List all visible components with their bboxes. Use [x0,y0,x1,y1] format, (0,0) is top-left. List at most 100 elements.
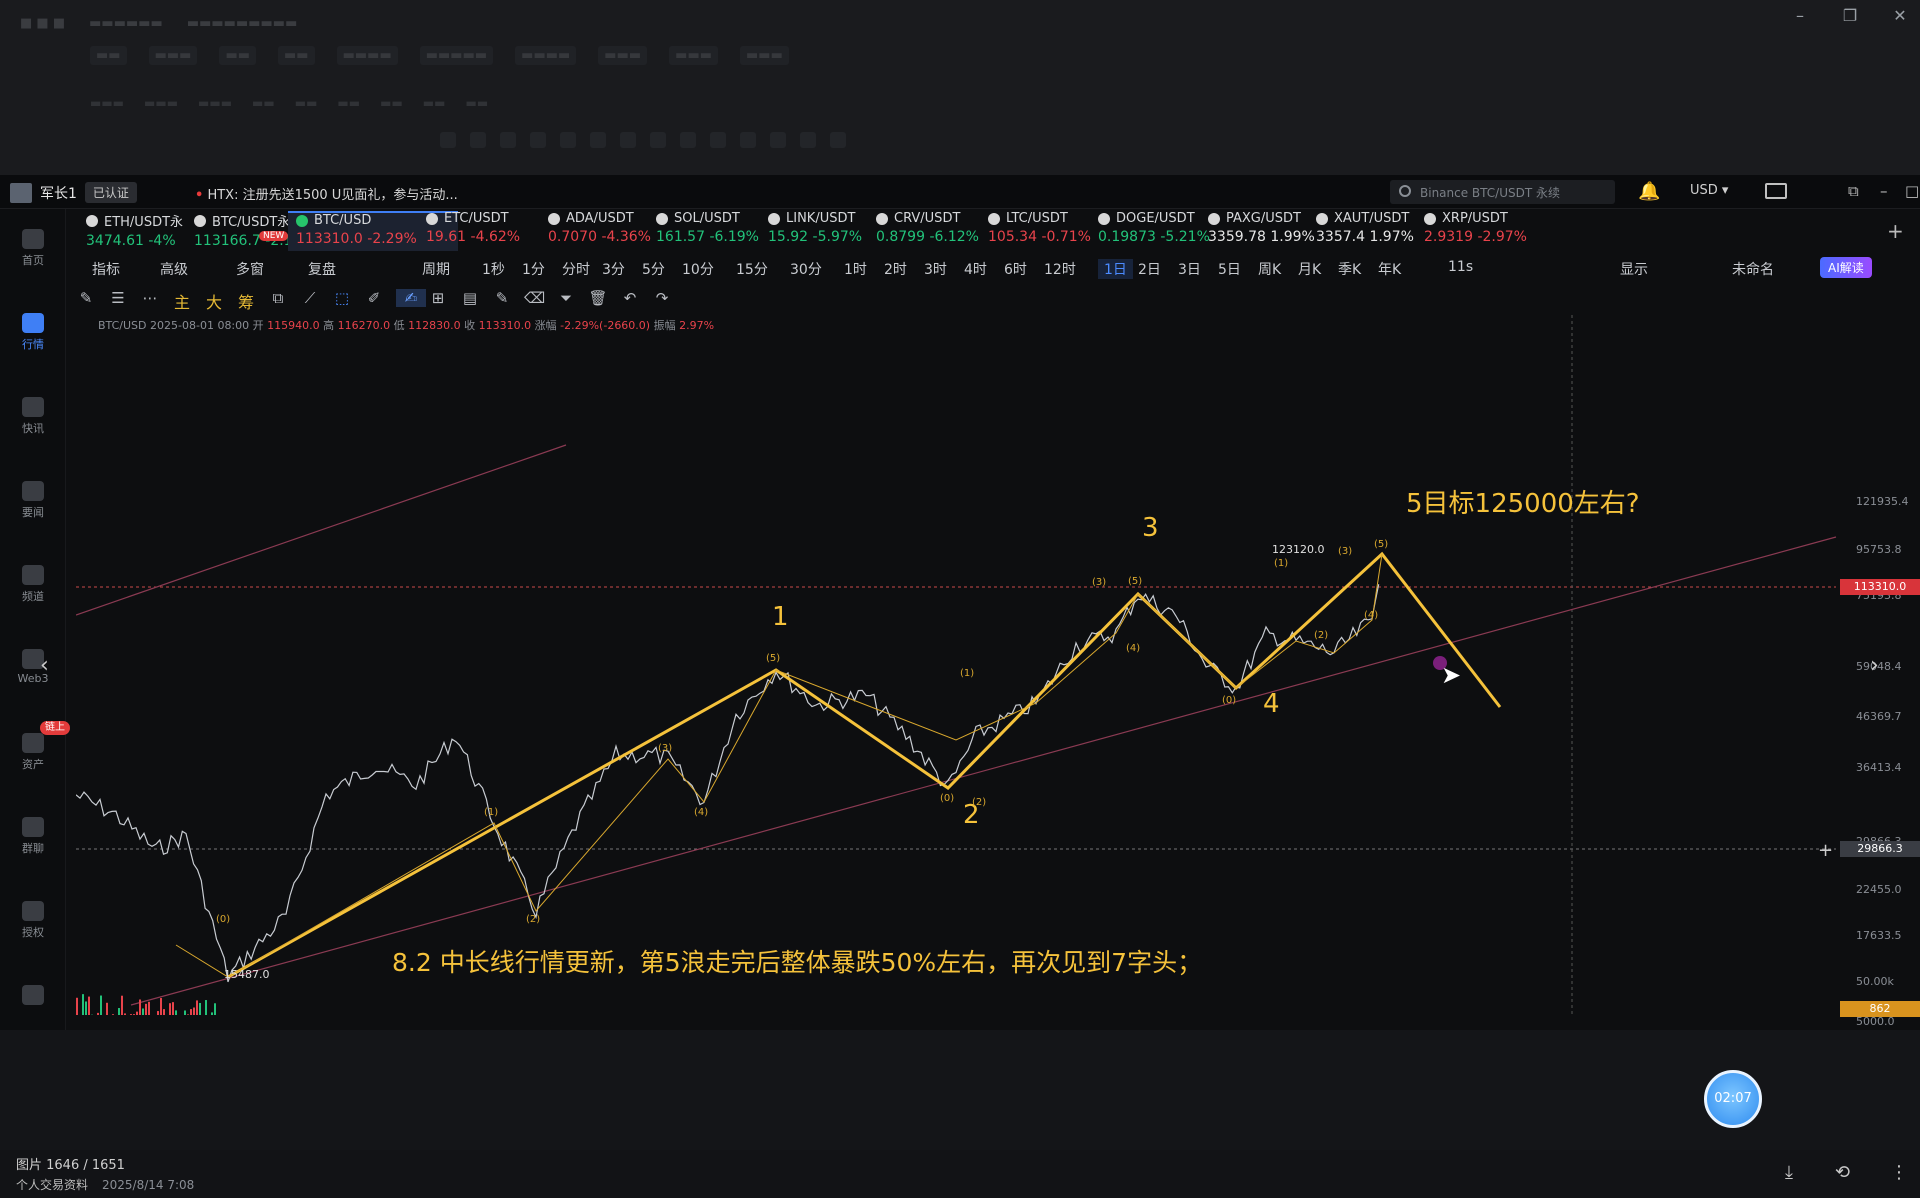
image-meta: 个人交易资料 2025/8/14 7:08 [16,1176,194,1193]
period-2日[interactable]: 2日 [1138,262,1161,278]
undo-icon[interactable]: ↶ [623,289,637,307]
rotate-icon[interactable]: ⟲ [1835,1162,1851,1183]
filter-icon[interactable]: ⏷ [559,289,572,307]
more-icon[interactable]: ⋮ [1890,1162,1908,1183]
period-月K[interactable]: 月K [1298,262,1322,278]
nav-item-apps[interactable] [0,985,66,1008]
maximize-button[interactable]: ❐ [1842,6,1858,25]
brush-icon[interactable]: ✐ [367,289,381,307]
indicator-char-0[interactable]: 主 [173,293,190,312]
pencil-icon[interactable]: ✎ [79,289,93,307]
window-restore-icon[interactable]: □ [1905,182,1920,200]
ticker-ADA/USDT[interactable]: ADA/USDT 0.7070 -4.36% [548,211,651,251]
minimize-button[interactable]: – [1796,6,1804,25]
nav-item-Web3[interactable]: Web3 [0,649,66,685]
ticker-DOGE/USDT[interactable]: DOGE/USDT 0.19873 -5.21% [1098,211,1210,251]
add-alert-icon[interactable]: + [1818,840,1834,861]
period-4时[interactable]: 4时 [964,262,987,278]
nav-item-资产[interactable]: 资产 链上 [0,721,70,772]
ticker-XAUT/USDT[interactable]: XAUT/USDT 3357.4 1.97% [1316,211,1414,251]
period-1日[interactable]: 1日 [1098,259,1133,279]
period-5分[interactable]: 5分 [642,262,665,278]
calendar-icon[interactable]: ▤ [462,289,478,307]
period-5日[interactable]: 5日 [1218,262,1241,278]
toolbar-高级[interactable]: 高级 [160,262,188,278]
chart-canvas[interactable] [76,315,1920,1015]
nav-item-快讯[interactable]: 快讯 [0,397,66,436]
mail-icon[interactable] [1765,183,1787,199]
period-3时[interactable]: 3时 [924,262,947,278]
period-30分[interactable]: 30分 [790,262,822,278]
user-block[interactable]: 军长1 已认证 [10,182,137,203]
redo-icon[interactable]: ↷ [655,289,669,307]
period-周K[interactable]: 周K [1258,262,1282,278]
period-1秒[interactable]: 1秒 [482,262,505,278]
period-15分[interactable]: 15分 [736,262,768,278]
nav-item-群聊[interactable]: 群聊 [0,817,66,856]
ticker-ETC/USDT[interactable]: ETC/USDT 19.61 -4.62% [426,211,520,251]
window-minimize-icon[interactable]: – [1880,182,1888,200]
recording-timer[interactable]: 02:07 [1704,1070,1762,1128]
draw-icon[interactable]: ✍ [396,289,426,307]
menu-icon[interactable]: ☰ [111,289,125,307]
period-10分[interactable]: 10分 [682,262,714,278]
toolbar-周期[interactable]: 周期 [422,262,450,278]
volume-bar [172,1002,174,1015]
ruler-icon[interactable]: ⟋ [304,289,316,307]
trash-icon[interactable]: 🗑 [588,289,608,307]
period-分时[interactable]: 分时 [562,262,590,278]
period-3分[interactable]: 3分 [602,262,625,278]
period-3日[interactable]: 3日 [1178,262,1201,278]
notice-ticker[interactable]: • HTX: 注册先送1500 U见面礼，参与活动... [195,184,458,203]
ticker-BTC/USDT永[interactable]: BTC/USDT永 113166.7 -2.19 NEW [194,211,302,251]
nav-item-行情[interactable]: 行情 [0,313,66,352]
period-年K[interactable]: 年K [1378,262,1402,278]
nav-item-要闻[interactable]: 要闻 [0,481,66,520]
toolbar-right-2[interactable]: 未命名 [1732,262,1774,278]
ticker-XRP/USDT[interactable]: XRP/USDT 2.9319 -2.97% [1424,211,1527,251]
period-1时[interactable]: 1时 [844,262,867,278]
close-button[interactable]: ✕ [1893,6,1907,25]
dash-icon[interactable]: ⋯ [142,289,158,307]
period-6时[interactable]: 6时 [1004,262,1027,278]
toolbar-right-0[interactable]: 11s [1448,259,1474,275]
period-1分[interactable]: 1分 [522,262,545,278]
indicator-char-2[interactable]: 筹 [237,293,254,312]
ticker-PAXG/USDT[interactable]: PAXG/USDT 3359.78 1.99% [1208,211,1315,251]
nav-item-频道[interactable]: 频道 [0,565,66,604]
copy-icon[interactable]: ⧉ [272,289,284,307]
currency-select[interactable]: USD ▾ [1690,183,1729,198]
ticker-SOL/USDT[interactable]: SOL/USDT 161.57 -6.19% [656,211,759,251]
edit-icon[interactable]: ✎ [495,289,509,307]
indicator-char-1[interactable]: 大 [205,293,222,312]
ticker-LINK/USDT[interactable]: LINK/USDT 15.92 -5.97% [768,211,862,251]
period-季K[interactable]: 季K [1338,262,1362,278]
ticker-ETH/USDT永[interactable]: ETH/USDT永 3474.61 -4% [86,211,183,251]
ticker-CRV/USDT[interactable]: CRV/USDT 0.8799 -6.12% [876,211,979,251]
ai-interpret-button[interactable]: AI解读 [1820,257,1872,278]
download-icon[interactable]: ⤓ [1785,1162,1793,1183]
compare-icon[interactable]: ⊞ [431,289,445,307]
period-2时[interactable]: 2时 [884,262,907,278]
chart-next-icon[interactable]: › [1870,653,1879,678]
search-input[interactable]: Binance BTC/USDT 永续 [1390,180,1615,204]
avatar[interactable] [10,182,32,203]
nav-item-首页[interactable]: 首页 [0,229,66,268]
chart-prev-icon[interactable]: ‹ [40,653,49,678]
toolbar-right-1[interactable]: 显示 [1620,262,1648,278]
target-annotation: 5目标125000左右? [1406,489,1640,519]
nav-item-授权[interactable]: 授权 [0,901,66,940]
add-ticker-icon[interactable]: + [1887,219,1904,243]
toolbar-多窗[interactable]: 多窗 [236,262,264,278]
ticker-LTC/USDT[interactable]: LTC/USDT 105.34 -0.71% [988,211,1091,251]
window-popout-icon[interactable]: ⧉ [1848,182,1859,200]
select-icon[interactable]: ⬚ [334,289,350,307]
eraser-icon[interactable]: ⌫ [524,289,546,307]
ticker-BTC/USD[interactable]: BTC/USD 113310.0 -2.29% [288,211,458,251]
period-12时[interactable]: 12时 [1044,262,1076,278]
price-chart[interactable]: BTC/USD 2025-08-01 08:00 开 115940.0 高 11… [40,315,1920,1028]
bell-icon[interactable]: 🔔 [1638,181,1661,202]
toolbar-复盘[interactable]: 复盘 [308,262,336,278]
ohlc-readout: BTC/USD 2025-08-01 08:00 开 115940.0 高 11… [98,317,714,333]
toolbar-指标[interactable]: 指标 [92,262,120,278]
